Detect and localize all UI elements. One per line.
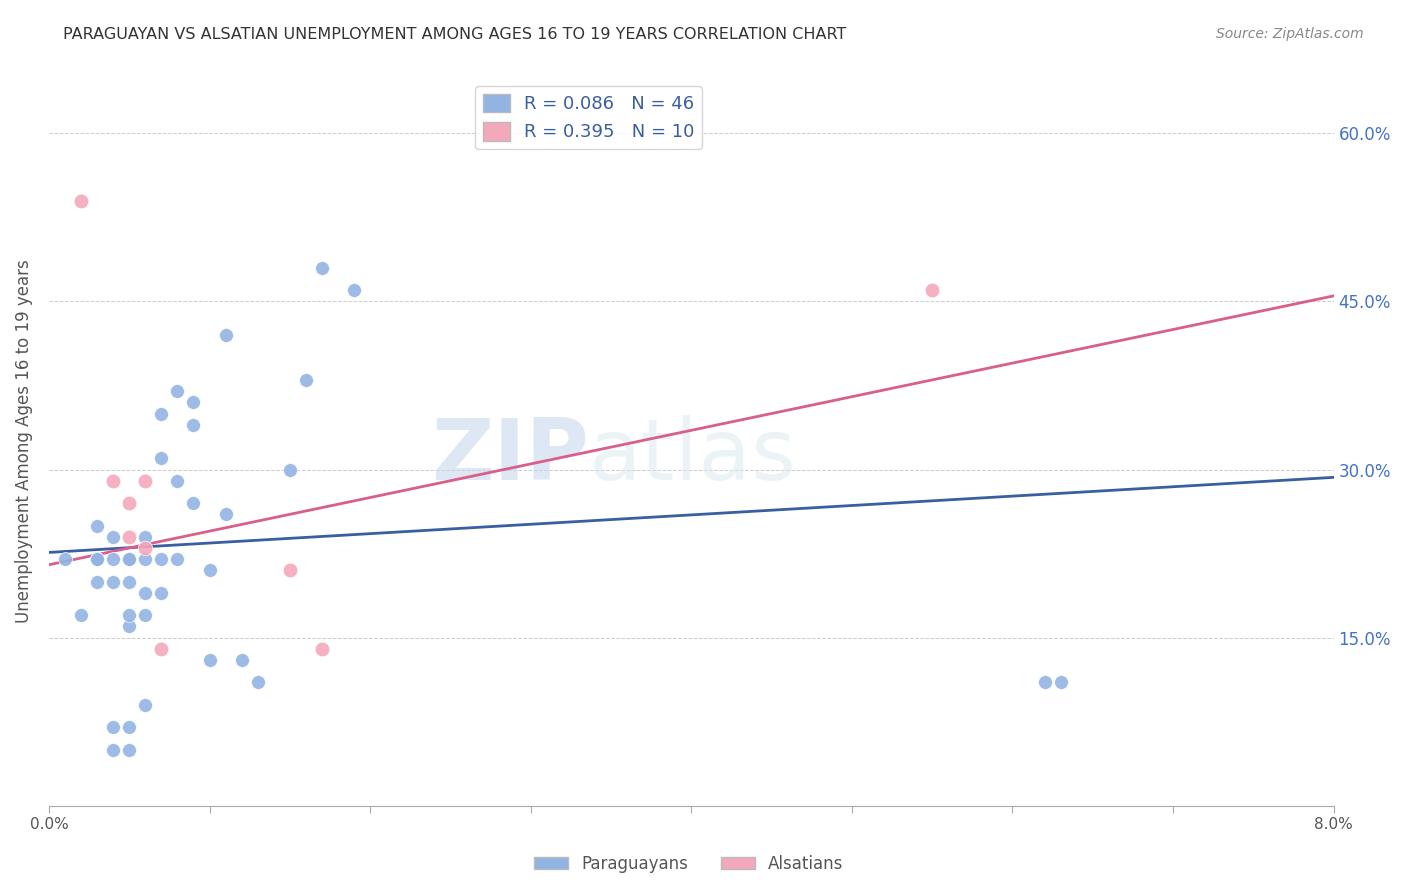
Text: Source: ZipAtlas.com: Source: ZipAtlas.com bbox=[1216, 27, 1364, 41]
Point bbox=[311, 641, 333, 656]
Y-axis label: Unemployment Among Ages 16 to 19 years: Unemployment Among Ages 16 to 19 years bbox=[15, 260, 32, 624]
Point bbox=[1033, 675, 1056, 690]
Point bbox=[150, 451, 173, 466]
Point bbox=[103, 474, 125, 488]
Point bbox=[150, 552, 173, 566]
Point bbox=[86, 552, 108, 566]
Point bbox=[70, 194, 93, 208]
Legend: R = 0.086   N = 46, R = 0.395   N = 10: R = 0.086 N = 46, R = 0.395 N = 10 bbox=[475, 87, 702, 149]
Point bbox=[118, 552, 141, 566]
Point bbox=[134, 530, 156, 544]
Text: PARAGUAYAN VS ALSATIAN UNEMPLOYMENT AMONG AGES 16 TO 19 YEARS CORRELATION CHART: PARAGUAYAN VS ALSATIAN UNEMPLOYMENT AMON… bbox=[63, 27, 846, 42]
Point bbox=[343, 283, 366, 297]
Point bbox=[103, 574, 125, 589]
Point bbox=[166, 552, 188, 566]
Point bbox=[53, 552, 76, 566]
Point bbox=[150, 586, 173, 600]
Point bbox=[118, 552, 141, 566]
Point bbox=[214, 328, 236, 343]
Point bbox=[231, 653, 253, 667]
Point bbox=[166, 384, 188, 398]
Legend: Paraguayans, Alsatians: Paraguayans, Alsatians bbox=[527, 848, 851, 880]
Point bbox=[150, 641, 173, 656]
Point bbox=[103, 530, 125, 544]
Point bbox=[198, 563, 221, 577]
Point bbox=[183, 496, 205, 510]
Point bbox=[1049, 675, 1071, 690]
Point bbox=[198, 653, 221, 667]
Point bbox=[103, 720, 125, 734]
Text: atlas: atlas bbox=[589, 415, 797, 498]
Point bbox=[150, 407, 173, 421]
Point bbox=[70, 608, 93, 623]
Point bbox=[118, 530, 141, 544]
Point bbox=[86, 518, 108, 533]
Point bbox=[134, 586, 156, 600]
Point bbox=[103, 552, 125, 566]
Point bbox=[278, 462, 301, 476]
Point bbox=[118, 574, 141, 589]
Point bbox=[183, 395, 205, 409]
Point bbox=[311, 260, 333, 275]
Point bbox=[134, 541, 156, 555]
Point bbox=[246, 675, 269, 690]
Point bbox=[214, 508, 236, 522]
Point bbox=[166, 474, 188, 488]
Point bbox=[118, 619, 141, 633]
Point bbox=[118, 608, 141, 623]
Point bbox=[921, 283, 943, 297]
Point bbox=[86, 552, 108, 566]
Point bbox=[183, 417, 205, 432]
Point bbox=[278, 563, 301, 577]
Point bbox=[118, 742, 141, 756]
Point bbox=[134, 474, 156, 488]
Point bbox=[103, 742, 125, 756]
Point bbox=[134, 698, 156, 712]
Point bbox=[118, 496, 141, 510]
Point bbox=[134, 552, 156, 566]
Point bbox=[134, 608, 156, 623]
Point bbox=[86, 552, 108, 566]
Point bbox=[295, 373, 318, 387]
Text: ZIP: ZIP bbox=[430, 415, 589, 498]
Point bbox=[118, 720, 141, 734]
Point bbox=[86, 574, 108, 589]
